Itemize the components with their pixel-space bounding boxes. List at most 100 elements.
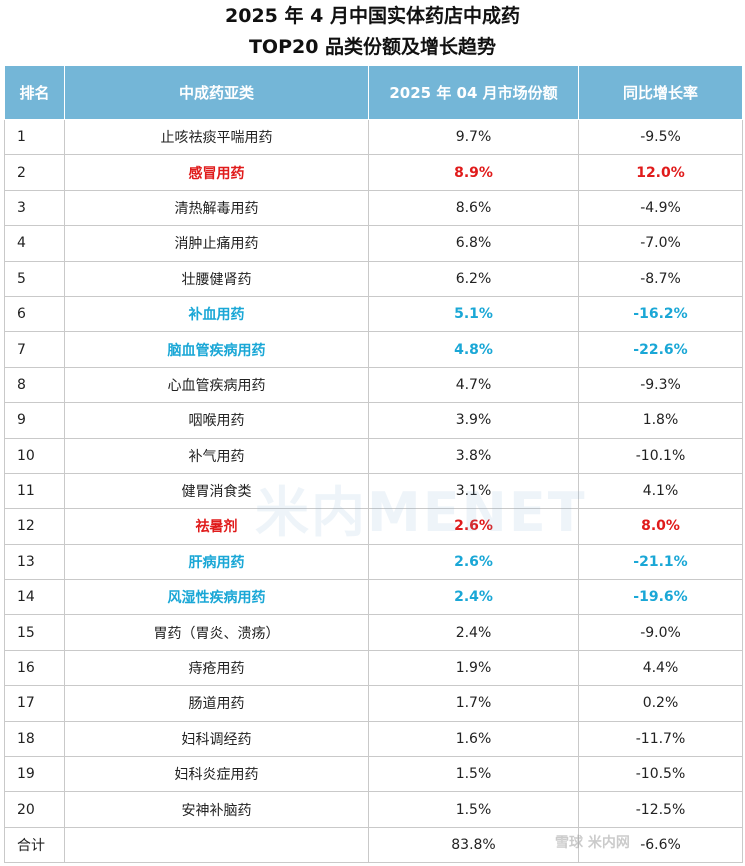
table-row: 17 肠道用药 1.7% 0.2% (4, 685, 743, 722)
share-cell: 8.9% (368, 154, 579, 191)
growth-cell: -10.1% (578, 437, 743, 474)
header-category: 中成药亚类 (64, 65, 369, 120)
table-row: 15 胃药（胃炎、溃疡） 2.4% -9.0% (4, 614, 743, 651)
rank-cell: 18 (4, 720, 65, 758)
growth-cell: -11.7% (578, 720, 743, 758)
rank-cell: 17 (4, 685, 65, 722)
growth-cell: 8.0% (578, 508, 743, 545)
rank-cell: 2 (4, 154, 65, 191)
growth-cell: -8.7% (578, 260, 743, 297)
rank-cell: 13 (4, 543, 65, 581)
header-rank: 排名 (4, 65, 65, 120)
growth-cell: -9.0% (578, 614, 743, 651)
category-cell: 止咳祛痰平喘用药 (64, 118, 369, 156)
rank-cell: 4 (4, 225, 65, 262)
share-cell: 3.1% (368, 472, 579, 510)
table-row: 13 肝病用药 2.6% -21.1% (4, 543, 743, 581)
growth-cell: -12.5% (578, 791, 743, 828)
share-cell: 3.8% (368, 437, 579, 474)
share-cell: 1.5% (368, 791, 579, 828)
table-header-row: 排名 中成药亚类 2025 年 04 月市场份额 同比增长率 (4, 65, 743, 120)
growth-cell: -19.6% (578, 579, 743, 616)
share-cell: 2.4% (368, 614, 579, 651)
share-cell: 1.6% (368, 720, 579, 758)
table-row: 19 妇科炎症用药 1.5% -10.5% (4, 756, 743, 793)
growth-cell: -9.3% (578, 366, 743, 404)
share-cell: 3.9% (368, 402, 579, 439)
share-cell: 1.9% (368, 649, 579, 687)
growth-cell: 12.0% (578, 154, 743, 191)
rank-cell: 5 (4, 260, 65, 297)
table-row: 1 止咳祛痰平喘用药 9.7% -9.5% (4, 118, 743, 156)
table-row: 合计 83.8% -6.6% (4, 826, 743, 864)
category-cell: 胃药（胃炎、溃疡） (64, 614, 369, 651)
category-cell: 风湿性疾病用药 (64, 579, 369, 616)
table-row: 6 补血用药 5.1% -16.2% (4, 295, 743, 333)
category-cell: 脑血管疾病用药 (64, 331, 369, 368)
share-cell: 1.7% (368, 685, 579, 722)
category-cell (64, 826, 369, 864)
rank-cell: 3 (4, 189, 65, 227)
share-cell: 1.5% (368, 756, 579, 793)
category-cell: 消肿止痛用药 (64, 225, 369, 262)
table-row: 18 妇科调经药 1.6% -11.7% (4, 720, 743, 758)
share-cell: 4.8% (368, 331, 579, 368)
rank-cell: 14 (4, 579, 65, 616)
share-cell: 8.6% (368, 189, 579, 227)
growth-cell: 4.4% (578, 649, 743, 687)
growth-cell: 1.8% (578, 402, 743, 439)
share-cell: 5.1% (368, 295, 579, 333)
rank-cell: 8 (4, 366, 65, 404)
table-row: 11 健胃消食类 3.1% 4.1% (4, 472, 743, 510)
share-cell: 4.7% (368, 366, 579, 404)
category-cell: 壮腰健肾药 (64, 260, 369, 297)
growth-cell: -9.5% (578, 118, 743, 156)
category-cell: 感冒用药 (64, 154, 369, 191)
rank-cell: 15 (4, 614, 65, 651)
growth-cell: 0.2% (578, 685, 743, 722)
rank-cell: 20 (4, 791, 65, 828)
category-cell: 补血用药 (64, 295, 369, 333)
table-row: 5 壮腰健肾药 6.2% -8.7% (4, 260, 743, 297)
growth-cell: -16.2% (578, 295, 743, 333)
rank-cell: 1 (4, 118, 65, 156)
table-row: 4 消肿止痛用药 6.8% -7.0% (4, 225, 743, 262)
table-row: 8 心血管疾病用药 4.7% -9.3% (4, 366, 743, 404)
ranking-table: 排名 中成药亚类 2025 年 04 月市场份额 同比增长率 1 止咳祛痰平喘用药… (4, 65, 743, 864)
rank-cell: 12 (4, 508, 65, 545)
page-subtitle: TOP20 品类份额及增长趋势 (248, 36, 497, 58)
growth-cell: 4.1% (578, 472, 743, 510)
page-title: 2025 年 4 月中国实体药店中成药 (225, 5, 520, 27)
growth-cell: -10.5% (578, 756, 743, 793)
table-row: 7 脑血管疾病用药 4.8% -22.6% (4, 331, 743, 368)
table-row: 12 祛暑剂 2.6% 8.0% (4, 508, 743, 545)
header-growth: 同比增长率 (578, 65, 743, 120)
rank-cell: 16 (4, 649, 65, 687)
rank-cell: 7 (4, 331, 65, 368)
rank-cell: 19 (4, 756, 65, 793)
share-cell: 2.6% (368, 543, 579, 581)
share-cell: 6.8% (368, 225, 579, 262)
category-cell: 补气用药 (64, 437, 369, 474)
growth-cell: -7.0% (578, 225, 743, 262)
table-body: 1 止咳祛痰平喘用药 9.7% -9.5% 2 感冒用药 8.9% 12.0% 3 清热解毒用药 8… (4, 118, 743, 864)
table-row: 14 风湿性疾病用药 2.4% -19.6% (4, 579, 743, 616)
growth-cell: -4.9% (578, 189, 743, 227)
category-cell: 咽喉用药 (64, 402, 369, 439)
rank-cell: 10 (4, 437, 65, 474)
header-share: 2025 年 04 月市场份额 (368, 65, 579, 120)
category-cell: 祛暑剂 (64, 508, 369, 545)
table-row: 3 清热解毒用药 8.6% -4.9% (4, 189, 743, 227)
share-cell: 2.4% (368, 579, 579, 616)
category-cell: 妇科炎症用药 (64, 756, 369, 793)
table-row: 10 补气用药 3.8% -10.1% (4, 437, 743, 474)
category-cell: 安神补脑药 (64, 791, 369, 828)
category-cell: 健胃消食类 (64, 472, 369, 510)
category-cell: 肠道用药 (64, 685, 369, 722)
category-cell: 心血管疾病用药 (64, 366, 369, 404)
rank-cell: 9 (4, 402, 65, 439)
growth-cell: -22.6% (578, 331, 743, 368)
growth-cell: -21.1% (578, 543, 743, 581)
table-row: 20 安神补脑药 1.5% -12.5% (4, 791, 743, 828)
share-cell: 2.6% (368, 508, 579, 545)
